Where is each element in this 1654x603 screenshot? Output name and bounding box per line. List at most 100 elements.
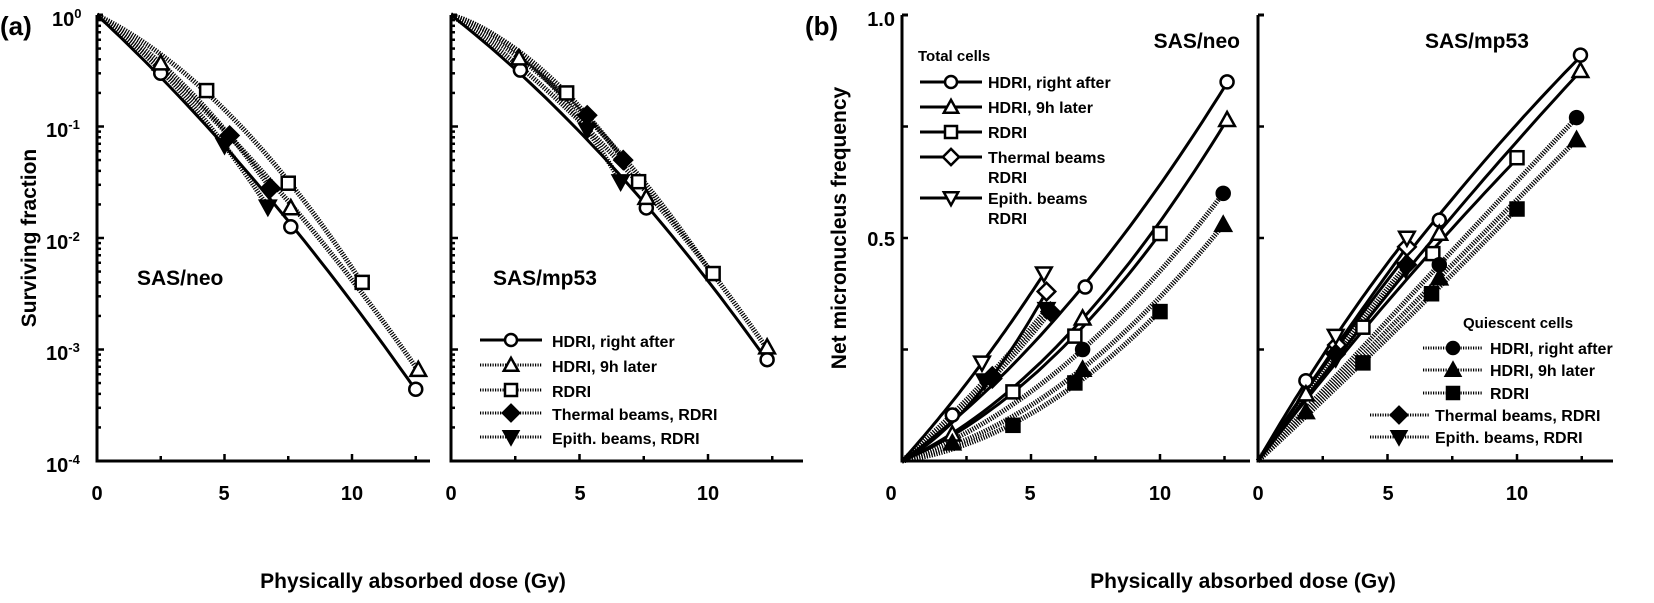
plot-b-2 bbox=[900, 13, 1250, 464]
circle-marker bbox=[283, 219, 299, 235]
circle-marker bbox=[944, 407, 961, 423]
legend-label: Thermal beams, RDRI bbox=[552, 407, 717, 424]
inverted-triangle-marker bbox=[1325, 350, 1346, 369]
square-marker bbox=[705, 265, 721, 282]
cell-line-label-b-neo: SAS/neo bbox=[1154, 30, 1240, 53]
square-marker bbox=[1355, 355, 1371, 371]
y-tick-label: 100 bbox=[52, 6, 81, 31]
x-tick-label: 10 bbox=[1149, 483, 1171, 505]
triangle-marker bbox=[942, 432, 963, 451]
square-marker bbox=[1152, 303, 1168, 320]
x-tick-label: 0 bbox=[91, 483, 102, 505]
cell-line-label-a-mp53: SAS/mp53 bbox=[493, 267, 597, 290]
legend-label: HDRI, 9h later bbox=[552, 359, 657, 376]
triangle-marker bbox=[1443, 360, 1463, 378]
legend-a: HDRI, right after HDRI, 9h later RDRI Th… bbox=[552, 334, 717, 448]
square-marker bbox=[1509, 201, 1525, 217]
legend-title: Total cells bbox=[918, 48, 990, 65]
x-tick-label: 0 bbox=[885, 483, 896, 505]
legend-label: Epith. beams, RDRI bbox=[552, 431, 700, 448]
panel-label-a: (a) bbox=[0, 11, 32, 41]
fit-curve bbox=[95, 13, 418, 391]
inverted-triangle-marker bbox=[1036, 301, 1057, 320]
legend-b-total-symbols bbox=[920, 74, 982, 208]
inverted-triangle-marker bbox=[941, 190, 961, 208]
y-tick-label: 10-1 bbox=[46, 117, 80, 142]
triangle-marker bbox=[501, 355, 521, 373]
circle-marker bbox=[503, 332, 519, 348]
x-tick-label: 0 bbox=[445, 483, 456, 505]
square-marker bbox=[503, 382, 519, 398]
square-marker bbox=[1425, 245, 1441, 262]
x-tick-label: 5 bbox=[574, 483, 585, 505]
fit-curve bbox=[450, 12, 626, 162]
square-marker bbox=[1005, 384, 1021, 400]
inverted-triangle-marker bbox=[257, 199, 278, 218]
fit-curve bbox=[450, 13, 769, 362]
circle-marker bbox=[1572, 47, 1589, 63]
inverted-triangle-marker bbox=[577, 122, 598, 141]
square-marker bbox=[1423, 286, 1440, 302]
y-axis-title-b: Net micronucleus frequency bbox=[828, 86, 851, 369]
triangle-marker bbox=[1429, 223, 1450, 242]
inverted-triangle-marker bbox=[501, 429, 521, 447]
fit-curve bbox=[95, 12, 365, 285]
legend-b-quiescent: Quiescent cells HDRI, right after HDRI, … bbox=[1435, 315, 1613, 447]
panel-label-b: (b) bbox=[805, 11, 838, 41]
legend-label: Epith. beams, RDRI bbox=[1435, 430, 1583, 447]
legend-label: HDRI, right after bbox=[1490, 341, 1613, 358]
x-tick-label: 0 bbox=[1252, 483, 1263, 505]
circle-marker bbox=[1077, 279, 1093, 295]
x-tick-label: 10 bbox=[697, 483, 719, 505]
circle-marker bbox=[1215, 185, 1231, 202]
triangle-marker bbox=[1570, 60, 1591, 79]
y-axis-title-a: Surviving fraction bbox=[18, 149, 41, 328]
circle-marker bbox=[1074, 341, 1091, 358]
plot-b-3 bbox=[1255, 13, 1613, 463]
inverted-triangle-marker bbox=[1389, 429, 1409, 447]
y-tick-label: 0.5 bbox=[867, 229, 895, 251]
triangle-marker bbox=[408, 359, 429, 378]
x-tick-label: 10 bbox=[1506, 483, 1528, 505]
x-axis-title-a: Physically absorbed dose (Gy) bbox=[260, 570, 566, 593]
square-marker bbox=[1445, 385, 1461, 401]
fit-curve bbox=[1256, 70, 1582, 462]
square-marker bbox=[1509, 149, 1525, 166]
inverted-triangle-marker bbox=[214, 137, 235, 156]
fit-curve bbox=[901, 118, 1229, 463]
y-tick-labels-a: 100 10-1 10-2 10-3 10-4 bbox=[46, 6, 81, 477]
triangle-marker bbox=[941, 97, 961, 115]
square-marker bbox=[630, 173, 647, 190]
triangle-marker bbox=[1429, 267, 1450, 286]
fit-curve bbox=[449, 12, 770, 351]
triangle-marker bbox=[757, 336, 778, 355]
circle-marker bbox=[1568, 109, 1585, 126]
y-tick-label: 10-4 bbox=[46, 452, 81, 477]
square-marker bbox=[1355, 319, 1371, 335]
diamond-marker bbox=[612, 149, 634, 171]
plot-a-0 bbox=[95, 12, 430, 463]
triangle-marker bbox=[1213, 214, 1234, 233]
circle-marker bbox=[943, 74, 959, 90]
diamond-marker bbox=[501, 403, 521, 423]
fit-curve bbox=[901, 309, 1162, 464]
triangle-marker bbox=[1217, 109, 1238, 128]
triangle-marker bbox=[280, 197, 301, 216]
triangle-marker bbox=[150, 52, 171, 71]
triangle-marker bbox=[509, 47, 530, 66]
fit-curve bbox=[900, 272, 1046, 463]
plot-a-1 bbox=[449, 12, 803, 463]
fit-curve bbox=[95, 13, 421, 373]
triangle-marker bbox=[1072, 359, 1093, 378]
fit-curve bbox=[1256, 138, 1579, 463]
fit-curve bbox=[95, 12, 270, 209]
circle-marker bbox=[759, 351, 775, 368]
legend-title: Quiescent cells bbox=[1463, 315, 1573, 332]
circle-marker bbox=[1445, 340, 1461, 356]
square-marker bbox=[558, 85, 575, 101]
circle-marker bbox=[408, 381, 424, 398]
fit-curve bbox=[1256, 115, 1579, 463]
legend-label: RDRI bbox=[1490, 386, 1529, 403]
triangle-marker bbox=[636, 187, 657, 206]
